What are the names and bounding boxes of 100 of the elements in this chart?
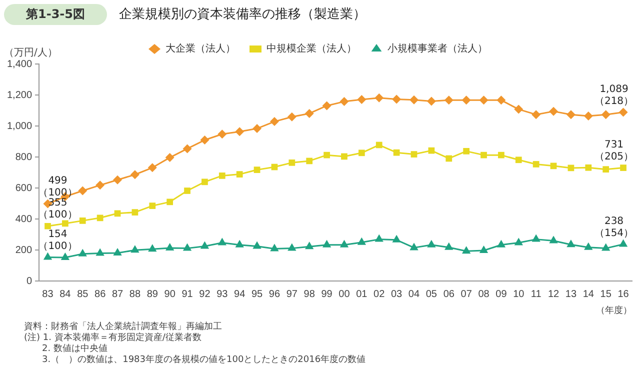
point (270, 117, 279, 126)
point (426, 96, 436, 106)
point (182, 243, 192, 251)
point (428, 147, 435, 154)
x-tick-label: 85 (77, 288, 89, 300)
x-tick-label: 07 (460, 288, 472, 300)
point (182, 144, 192, 154)
point (618, 239, 628, 247)
point (532, 110, 541, 120)
x-tick-label: 97 (286, 288, 298, 300)
point (515, 156, 522, 164)
point (270, 244, 279, 252)
point (357, 237, 366, 245)
text: 3.（ ）の数値は、1983年度の各規模の値を100としたときの2016年度の数値 (41, 355, 366, 366)
point (532, 161, 540, 168)
y-tick-label: 1,200 (6, 90, 32, 101)
point (340, 240, 349, 248)
point (113, 175, 122, 184)
point (462, 246, 471, 254)
x-tick-label: 86 (94, 288, 106, 300)
point (532, 234, 540, 242)
text: 資料：財務省「法人企業統計調査年報」再編加工 (24, 322, 223, 332)
x-tick-label: 13 (565, 288, 577, 300)
point (358, 150, 365, 156)
x-tick-label: 12 (548, 288, 560, 300)
x-tick-label: 02 (374, 288, 386, 300)
point (584, 111, 593, 120)
point (322, 240, 332, 248)
x-tick-label: 94 (234, 288, 246, 300)
y-tick-label: 400 (15, 214, 32, 225)
point (550, 162, 557, 170)
point (166, 198, 174, 206)
x-tick-label: 91 (182, 288, 194, 300)
point (287, 112, 296, 122)
x-tick-label: 00 (338, 288, 350, 300)
point (130, 170, 140, 180)
point (498, 152, 504, 158)
point (479, 245, 488, 253)
point (444, 242, 454, 250)
x-tick-label: 99 (321, 288, 333, 300)
point (618, 108, 628, 117)
point (620, 164, 626, 171)
x-tick-label: 83 (42, 288, 54, 300)
point (427, 240, 436, 248)
x-tick-label: 10 (513, 288, 525, 300)
point (218, 238, 226, 246)
x-tick-label: 15 (600, 288, 612, 300)
point (566, 110, 576, 120)
point (305, 242, 314, 250)
y-tick-label: 1,000 (6, 120, 32, 132)
point (374, 234, 384, 242)
x-tick-label: 96 (268, 288, 280, 300)
x-tick-label: 84 (60, 288, 72, 300)
x-tick-label: 93 (216, 288, 228, 300)
text: (注) 1. 資本装備率＝有形固定資産/従業者数 (24, 333, 202, 344)
point (376, 142, 382, 148)
point (374, 93, 384, 102)
data-label: 499 （100） (38, 175, 78, 198)
point (235, 240, 244, 248)
legend-label: 大企業（法人） (166, 42, 236, 55)
point (409, 95, 418, 104)
point (44, 222, 51, 230)
chart-title: 企業規模別の資本装備率の推移（製造業） (119, 6, 366, 23)
x-axis-title: （年度） (596, 305, 632, 316)
point (357, 95, 366, 104)
point (480, 152, 487, 158)
point (96, 248, 104, 256)
point (322, 101, 332, 110)
y-tick-label: 600 (15, 182, 32, 194)
x-tick-label: 06 (443, 288, 455, 300)
point (132, 209, 138, 216)
point (235, 127, 244, 136)
point (78, 186, 88, 196)
point (463, 148, 470, 154)
point (184, 188, 190, 194)
x-tick-label: 98 (304, 288, 316, 300)
x-tick-label: 03 (390, 288, 403, 300)
x-tick-label: 11 (530, 288, 542, 300)
legend-label: 中規模企業（法人） (266, 42, 356, 55)
point (496, 240, 506, 248)
point (148, 163, 157, 172)
point (130, 245, 140, 253)
point (218, 172, 226, 179)
x-tick-label: 89 (146, 288, 158, 300)
x-tick-label: 87 (112, 288, 124, 300)
text: 第1-3-5図 (4, 4, 108, 24)
point (254, 166, 260, 173)
x-tick-label: 92 (199, 288, 211, 300)
point (601, 110, 610, 120)
point (148, 244, 157, 252)
data-label: 154 （100） (38, 228, 78, 252)
point (392, 234, 401, 242)
data-label: 1,089 （218） (594, 84, 634, 107)
point (288, 243, 296, 251)
point (165, 153, 174, 162)
x-tick-label: 90 (164, 288, 176, 300)
x-tick-label: 09 (496, 288, 508, 300)
point (202, 178, 208, 186)
x-tick-label: 14 (582, 288, 594, 300)
point (444, 96, 454, 105)
